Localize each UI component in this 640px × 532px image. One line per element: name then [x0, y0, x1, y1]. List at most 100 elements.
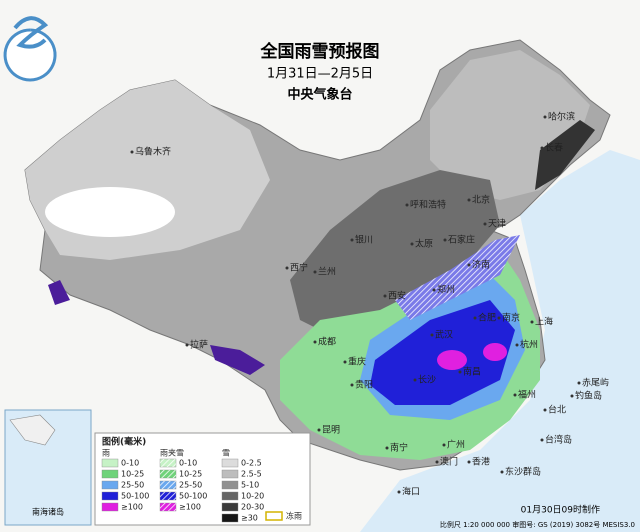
- logo-mark: [13, 16, 49, 49]
- snow-west-edge: [48, 280, 70, 305]
- city-label: 郑州: [437, 284, 455, 296]
- city-dot: [467, 460, 471, 464]
- city-label: 合肥: [478, 312, 496, 324]
- legend-item-label: 25-50: [179, 481, 202, 490]
- legend-item-label: 0-2.5: [241, 459, 262, 468]
- inset-label: 南海诸岛: [32, 507, 64, 517]
- legend-item-label: ≥30: [241, 514, 258, 523]
- inset-land: [9, 414, 56, 446]
- city-label: 长春: [545, 142, 563, 154]
- legend-swatch: [221, 480, 239, 490]
- city-label: 广州: [447, 439, 465, 451]
- legend-swatch: [101, 458, 119, 468]
- city-label: 石家庄: [448, 234, 475, 246]
- legend-swatch: [101, 469, 119, 479]
- rain-extreme: [437, 350, 467, 370]
- legend-item-label: 20-30: [241, 503, 264, 512]
- legend-item-label: ≥100: [179, 503, 201, 512]
- no-precip-basin: [45, 187, 175, 237]
- legend-column-title: 雨夹雪: [160, 448, 184, 458]
- city-label: 南昌: [463, 366, 481, 378]
- legend-swatch: [221, 491, 239, 501]
- legend-item-label: 0-10: [179, 459, 197, 468]
- sea: [360, 150, 640, 532]
- snow-heavy-north: [290, 170, 500, 340]
- city-label: 赤尾屿: [582, 378, 609, 389]
- city-label: 东沙群岛: [505, 466, 541, 478]
- city-dot: [515, 343, 519, 347]
- city-dot: [570, 394, 574, 398]
- city-dot: [577, 381, 581, 385]
- city-label: 上海: [535, 316, 553, 328]
- legend-swatch: [221, 469, 239, 479]
- city-label: 天津: [488, 219, 506, 230]
- legend-swatch-hatch: [160, 481, 176, 489]
- legend-swatch: [221, 458, 239, 468]
- city-dot: [317, 428, 321, 432]
- city-dot: [285, 266, 289, 270]
- city-dot: [405, 203, 409, 207]
- legend-swatch: [101, 502, 119, 512]
- city-dot: [543, 408, 547, 412]
- city-dot: [313, 340, 317, 344]
- legend-item-label: 10-20: [241, 492, 264, 501]
- sleet-hatch: [395, 235, 520, 320]
- city-label: 杭州: [520, 339, 538, 351]
- city-label: 武汉: [435, 329, 453, 341]
- city-dot: [130, 150, 134, 154]
- city-label: 钓鱼岛: [575, 390, 602, 402]
- rain-extreme: [483, 343, 507, 361]
- title: 全国雨雪预报图: [260, 41, 380, 62]
- city-label: 拉萨: [190, 339, 208, 351]
- city-dot: [500, 470, 504, 474]
- legend-swatch: [101, 480, 119, 490]
- scale-note: 比例尺 1:20 000 000 审图号: GS (2019) 3082号 ME…: [440, 520, 635, 529]
- city-dot: [473, 316, 477, 320]
- period: 1月31日—2月5日: [267, 67, 373, 82]
- legend-swatch-hatch: [160, 503, 176, 511]
- legend-item-label: ≥100: [121, 503, 143, 512]
- city-dot: [350, 238, 354, 242]
- city-dot: [410, 242, 414, 246]
- city-label: 济南: [472, 259, 490, 271]
- city-label: 南宁: [390, 442, 408, 454]
- city-dot: [530, 320, 534, 324]
- city-dot: [458, 370, 462, 374]
- legend-swatch: [221, 502, 239, 512]
- city-label: 海口: [402, 486, 420, 498]
- city-label: 北京: [472, 194, 490, 206]
- legend-swatch: [101, 491, 119, 501]
- legend-column-title: 雨: [102, 449, 110, 458]
- legend-title: 图例(毫米): [102, 436, 146, 448]
- city-dot: [185, 343, 189, 347]
- legend-column-title: 雪: [222, 449, 230, 458]
- city-label: 长沙: [418, 374, 436, 386]
- city-label: 呼和浩特: [410, 199, 446, 211]
- city-dot: [435, 460, 439, 464]
- city-label: 西宁: [290, 262, 308, 274]
- city-dot: [543, 115, 547, 119]
- legend-item-label: 50-100: [121, 492, 149, 501]
- city-dot: [467, 263, 471, 267]
- city-dot: [343, 360, 347, 364]
- city-dot: [413, 378, 417, 382]
- city-label: 台北: [548, 404, 566, 416]
- city-dot: [350, 383, 354, 387]
- legend: 雨0-1010-2525-5050-100≥100雨夹雪0-1010-2525-…: [101, 448, 302, 523]
- city-label: 重庆: [348, 356, 366, 368]
- city-label: 香港: [472, 456, 490, 468]
- city-label: 福州: [518, 389, 536, 401]
- legend-swatch-hatch: [160, 459, 176, 467]
- city-dot: [497, 316, 501, 320]
- city-label: 昆明: [322, 425, 340, 436]
- legend-item-label: 10-25: [179, 470, 202, 479]
- city-dot: [467, 198, 471, 202]
- legend-swatch: [221, 513, 239, 523]
- city-dot: [540, 146, 544, 150]
- city-dot: [432, 288, 436, 292]
- city-label: 成都: [318, 336, 336, 348]
- legend-item-label: 50-100: [179, 492, 207, 501]
- city-dot: [483, 222, 487, 226]
